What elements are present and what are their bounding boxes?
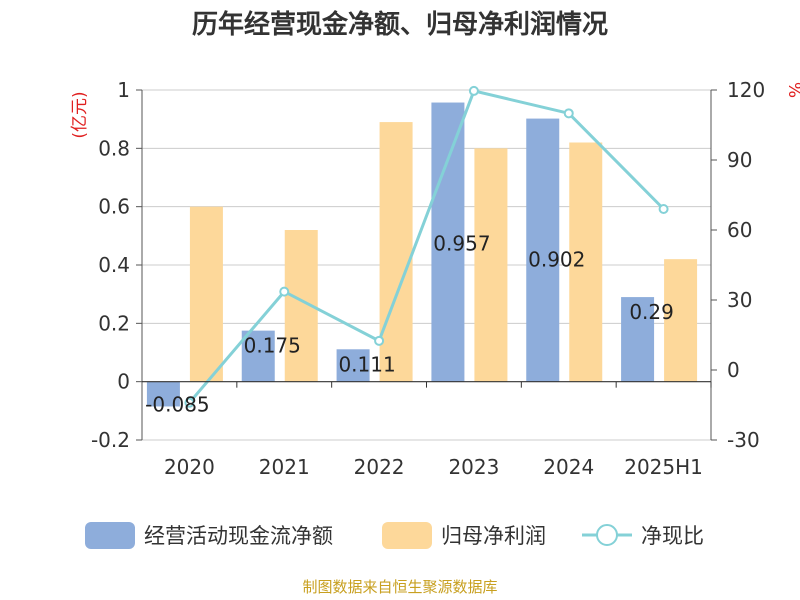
bar-cash-flow — [336, 349, 370, 382]
data-label-cash-flow: 0.175 — [244, 334, 301, 358]
ratio-point — [563, 108, 574, 119]
left-tick-label: 0.4 — [98, 253, 130, 277]
x-tick-label: 2021 — [259, 455, 310, 479]
bars — [146, 102, 698, 407]
bar-cash-flow — [621, 297, 655, 382]
x-tick-label: 2024 — [543, 455, 594, 479]
x-tick-label: 2023 — [448, 455, 499, 479]
x-tick-label: 2020 — [164, 455, 215, 479]
ratio-point — [468, 85, 479, 96]
bar-net-profit — [569, 142, 603, 382]
left-tick-label: 1 — [117, 78, 130, 102]
data-label-cash-flow: -0.085 — [145, 392, 209, 416]
legend-swatch-net-profit — [382, 522, 432, 549]
bar-cash-flow — [526, 118, 560, 382]
axes: 1 0.8 0.6 0.4 0.2 0 -0.2 120 90 60 30 0 -30 2020 2021 2… — [91, 78, 765, 479]
left-tick-label: -0.2 — [91, 428, 130, 452]
left-tick-label: 0.6 — [98, 195, 130, 219]
right-tick-label: -30 — [727, 428, 760, 452]
left-axis-unit: (亿元) — [70, 91, 90, 138]
legend-label-ratio: 净现比 — [641, 524, 704, 548]
bar-net-profit — [189, 206, 223, 382]
grid-lines — [142, 89, 711, 441]
right-axis-unit: % — [784, 82, 800, 98]
bar-cash-flow — [241, 330, 275, 382]
bar-cash-flow — [146, 381, 180, 407]
legend-marker-ratio — [596, 524, 618, 546]
left-tick-label: 0 — [117, 370, 130, 394]
ratio-point — [279, 286, 290, 297]
ratio-point — [658, 204, 669, 214]
data-label-cash-flow: 0.957 — [433, 232, 490, 256]
legend-swatch-cash-flow — [85, 522, 135, 549]
chart-title: 历年经营现金净额、归母净利润情况 — [192, 9, 608, 40]
right-tick-label: 60 — [727, 218, 752, 242]
data-labels: -0.085 0.175 0.111 0.957 0.902 0.29 — [145, 232, 674, 417]
bar-net-profit — [664, 259, 698, 382]
ratio-line-path — [188, 89, 665, 404]
right-tick-label: 90 — [727, 148, 752, 172]
left-tick-label: 0.2 — [98, 311, 130, 335]
source-note: 制图数据来自恒生聚源数据库 — [302, 578, 497, 596]
x-tick-label: 2022 — [354, 455, 405, 479]
data-label-cash-flow: 0.29 — [629, 300, 674, 324]
right-tick-label: 120 — [727, 78, 765, 102]
right-tick-label: 30 — [727, 288, 752, 312]
x-tick-label: 2025H1 — [624, 455, 703, 479]
ratio-line — [184, 85, 669, 408]
left-tick-label: 0.8 — [98, 136, 130, 160]
bar-net-profit — [474, 148, 508, 382]
legend-label-cash-flow: 经营活动现金流净额 — [144, 524, 333, 548]
data-label-cash-flow: 0.111 — [338, 352, 395, 376]
right-tick-label: 0 — [727, 358, 740, 382]
ratio-point — [184, 397, 195, 408]
legend-label-net-profit: 归母净利润 — [441, 524, 546, 548]
data-label-cash-flow: 0.902 — [528, 248, 585, 272]
bar-cash-flow — [431, 102, 465, 382]
bar-net-profit — [379, 122, 413, 382]
ratio-point — [374, 335, 385, 346]
legend: 经营活动现金流净额 归母净利润 净现比 — [85, 522, 704, 549]
